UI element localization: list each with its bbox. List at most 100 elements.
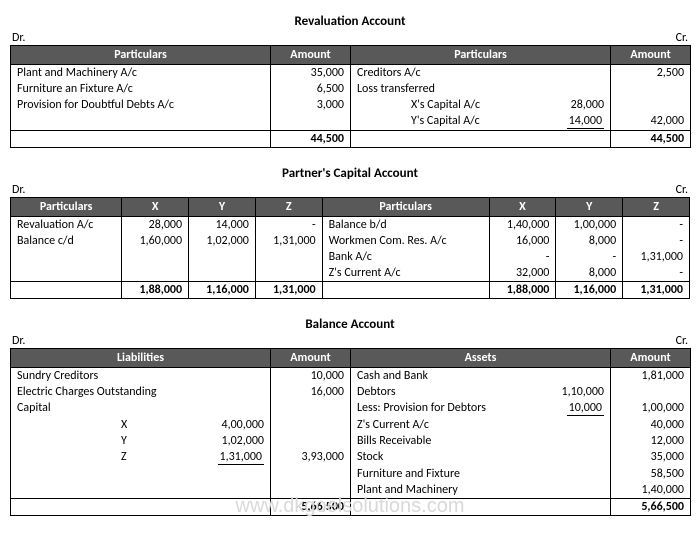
table-cell: 3,000 [271, 97, 351, 113]
table-cell [271, 433, 351, 449]
th-amount: Amount [611, 349, 691, 368]
table-cell: Less: Provision for Debtors [351, 400, 541, 417]
capital-table: Particulars X Y Z Particulars X Y Z Reva… [10, 197, 690, 299]
table-cell: X [11, 417, 201, 433]
cr-label: Cr. [676, 31, 688, 45]
table-cell: Loss transferred [351, 81, 611, 97]
table-cell [122, 249, 189, 265]
table-cell: 8,000 [556, 265, 623, 282]
table-cell: 35,000 [271, 65, 351, 82]
table-cell: Capital [11, 400, 271, 417]
th-particulars: Particulars [11, 46, 271, 65]
table-cell: 3,93,000 [271, 449, 351, 466]
th-amount: Amount [611, 46, 691, 65]
balance-table: Liabilities Amount Assets Amount Sundry … [10, 348, 691, 516]
table-cell: Debtors [351, 384, 541, 400]
th-liabilities: Liabilities [11, 349, 271, 368]
th-amount: Amount [271, 46, 351, 65]
table-cell: 10,000 [271, 368, 351, 385]
cr-label: Cr. [676, 183, 688, 197]
table-cell: 58,500 [611, 466, 691, 482]
table-cell: Plant and Machinery A/c [11, 65, 271, 82]
total-cell: 5,66,500 [271, 499, 351, 516]
th-amount: Amount [271, 349, 351, 368]
th-assets: Assets [351, 349, 611, 368]
table-cell: Sundry Creditors [11, 368, 271, 385]
table-cell: 16,000 [271, 384, 351, 400]
table-cell: Y's Capital A/c [351, 113, 541, 131]
table-cell: 6,500 [271, 81, 351, 97]
table-cell: 1,40,000 [611, 482, 691, 499]
balance-title: Balance Account [10, 317, 690, 332]
table-cell: Z's Current A/c [322, 265, 489, 282]
table-cell: 1,00,000 [611, 400, 691, 417]
table-cell: Revaluation A/c [11, 217, 122, 234]
table-cell: 1,10,000 [541, 384, 611, 400]
total-cell: 1,31,000 [255, 282, 322, 299]
table-cell: 12,000 [611, 433, 691, 449]
table-cell [189, 265, 256, 282]
cr-label: Cr. [676, 334, 688, 348]
table-cell: - [623, 233, 690, 249]
dr-label: Dr. [12, 334, 25, 348]
table-cell: - [255, 217, 322, 234]
table-cell [11, 249, 122, 265]
table-cell: Y [11, 433, 201, 449]
table-cell [11, 131, 271, 148]
total-cell: 44,500 [271, 131, 351, 148]
table-cell [11, 282, 122, 299]
table-cell: 1,81,000 [611, 368, 691, 385]
table-cell [255, 249, 322, 265]
th-y: Y [556, 198, 623, 217]
table-cell: 1,31,000 [623, 249, 690, 265]
th-x: X [489, 198, 556, 217]
total-cell: 1,88,000 [122, 282, 189, 299]
table-cell: 1,31,000 [201, 449, 271, 466]
table-cell: Furniture and Fixture [351, 466, 611, 482]
table-cell: - [623, 265, 690, 282]
table-cell: Workmen Com. Res. A/c [322, 233, 489, 249]
table-cell: 14,000 [541, 113, 611, 131]
table-cell: 1,02,000 [189, 233, 256, 249]
table-cell [122, 265, 189, 282]
th-particulars: Particulars [322, 198, 489, 217]
table-cell: 14,000 [189, 217, 256, 234]
table-cell: Bank A/c [322, 249, 489, 265]
table-cell: 1,00,000 [556, 217, 623, 234]
table-cell: Electric Charges Outstanding [11, 384, 271, 400]
table-cell: 8,000 [556, 233, 623, 249]
table-cell [271, 482, 351, 499]
table-cell [611, 97, 691, 113]
table-cell [11, 113, 271, 131]
th-x: X [122, 198, 189, 217]
table-cell: 28,000 [122, 217, 189, 234]
table-cell: 4,00,000 [201, 417, 271, 433]
table-cell: 10,000 [541, 400, 611, 417]
table-cell: Z [11, 449, 201, 466]
total-cell: 44,500 [611, 131, 691, 148]
table-cell: 2,500 [611, 65, 691, 82]
table-cell: 16,000 [489, 233, 556, 249]
table-cell: Cash and Bank [351, 368, 611, 385]
th-particulars: Particulars [351, 46, 611, 65]
table-cell: 35,000 [611, 449, 691, 466]
table-cell: 1,31,000 [255, 233, 322, 249]
table-cell: 40,000 [611, 417, 691, 433]
table-cell [271, 417, 351, 433]
table-cell: 42,000 [611, 113, 691, 131]
total-cell: 1,88,000 [489, 282, 556, 299]
table-cell: 1,40,000 [489, 217, 556, 234]
table-cell: Creditors A/c [351, 65, 611, 82]
table-cell: X's Capital A/c [351, 97, 541, 113]
table-cell: Balance c/d [11, 233, 122, 249]
total-cell: 1,16,000 [189, 282, 256, 299]
dr-label: Dr. [12, 31, 25, 45]
th-particulars: Particulars [11, 198, 122, 217]
table-cell [255, 265, 322, 282]
total-cell: 1,31,000 [623, 282, 690, 299]
revaluation-title: Revaluation Account [10, 14, 690, 29]
table-cell: - [489, 249, 556, 265]
capital-title: Partner's Capital Account [10, 166, 690, 181]
table-cell: - [556, 249, 623, 265]
table-cell [322, 282, 489, 299]
